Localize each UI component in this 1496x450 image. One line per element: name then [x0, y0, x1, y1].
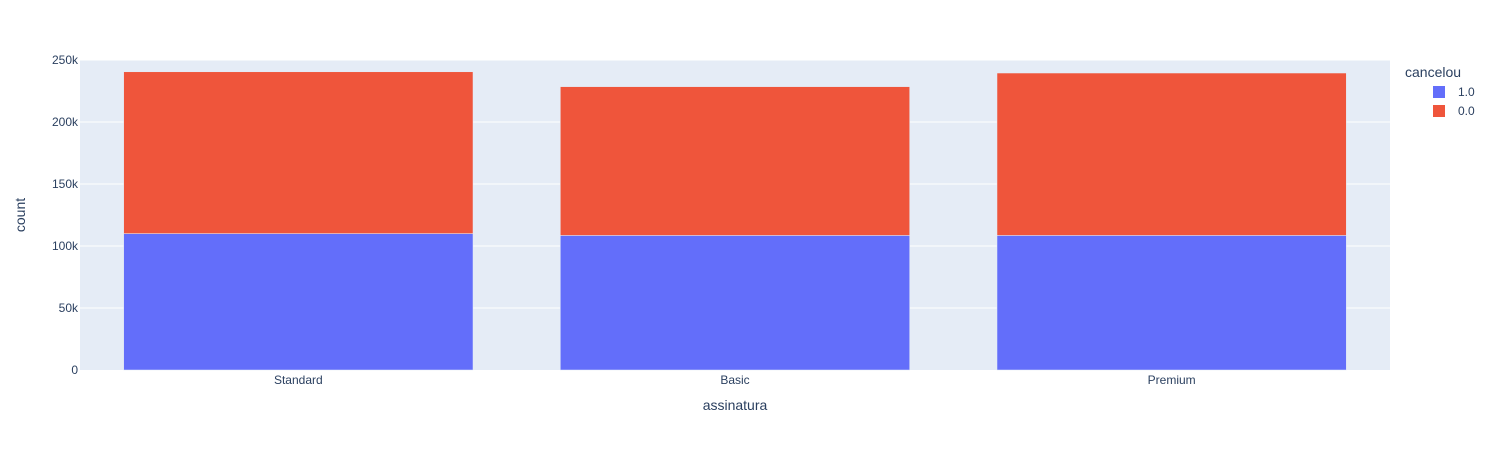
- y-tick-label: 0: [71, 363, 78, 377]
- legend-swatch: [1433, 86, 1445, 98]
- legend-label: 1.0: [1458, 85, 1475, 99]
- bar-basic-0-0: [560, 86, 910, 236]
- x-axis-title: assinatura: [703, 397, 768, 413]
- legend-swatch: [1433, 105, 1445, 117]
- y-tick-label: 250k: [52, 53, 79, 67]
- y-tick-label: 200k: [52, 115, 79, 129]
- bar-basic-1-0: [560, 235, 910, 371]
- legend-label: 0.0: [1458, 104, 1475, 118]
- legend-title: cancelou: [1405, 64, 1461, 80]
- y-tick-label: 150k: [52, 177, 79, 191]
- bar-premium-0-0: [996, 72, 1347, 236]
- y-tick-label: 50k: [59, 301, 79, 315]
- bar-standard-1-0: [123, 233, 474, 371]
- y-tick-labels: 0 50k 100k 150k 200k 250k: [52, 53, 79, 377]
- x-tick-label: Standard: [274, 373, 323, 387]
- bar-premium-1-0: [996, 235, 1347, 371]
- bars: [123, 71, 1347, 371]
- y-tick-label: 100k: [52, 239, 79, 253]
- bar-standard-0-0: [123, 71, 474, 234]
- y-axis-title: count: [12, 198, 28, 232]
- legend: cancelou 1.0 0.0: [1405, 64, 1475, 118]
- x-tick-label: Basic: [720, 373, 749, 387]
- x-tick-labels: Standard Basic Premium: [274, 373, 1196, 387]
- x-tick-label: Premium: [1148, 373, 1196, 387]
